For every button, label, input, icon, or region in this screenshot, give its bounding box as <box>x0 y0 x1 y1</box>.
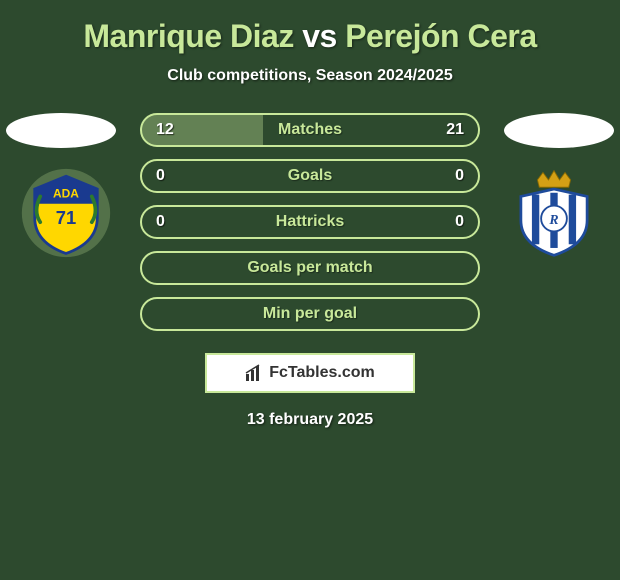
player-a-avatar <box>6 113 116 148</box>
comparison-title: Manrique Diaz vs Perejón Cera <box>0 18 620 55</box>
subtitle: Club competitions, Season 2024/2025 <box>0 67 620 85</box>
club-badge-right: R <box>508 167 600 259</box>
crest-icon: R <box>508 167 600 259</box>
club-badge-left: ADA 71 <box>20 167 112 259</box>
svg-text:71: 71 <box>56 207 76 228</box>
stat-row-goals-per-match: Goals per match <box>140 251 480 285</box>
stat-label: Matches <box>278 121 342 139</box>
stat-left-value: 12 <box>156 121 186 139</box>
shield-icon: ADA 71 <box>20 167 112 259</box>
brand-text: FcTables.com <box>269 364 375 382</box>
stat-row-goals: 0 Goals 0 <box>140 159 480 193</box>
main-area: ADA 71 R <box>0 113 620 429</box>
player-b-avatar <box>504 113 614 148</box>
stat-row-matches: 12 Matches 21 <box>140 113 480 147</box>
stat-rows: 12 Matches 21 0 Goals 0 0 Hattricks 0 Go… <box>140 113 480 331</box>
stat-right-value: 0 <box>434 213 464 231</box>
player-a-name: Manrique Diaz <box>83 18 293 54</box>
stat-right-value: 0 <box>434 167 464 185</box>
svg-text:R: R <box>548 212 558 227</box>
stat-right-value: 21 <box>434 121 464 139</box>
stat-left-value: 0 <box>156 167 186 185</box>
player-b-name: Perejón Cera <box>345 18 536 54</box>
infographic-root: Manrique Diaz vs Perejón Cera Club compe… <box>0 0 620 439</box>
stat-label: Min per goal <box>263 305 357 323</box>
stat-label: Goals <box>288 167 332 185</box>
date-text: 13 february 2025 <box>0 411 620 429</box>
brand-card: FcTables.com <box>205 353 415 393</box>
stat-label: Hattricks <box>276 213 344 231</box>
brand-logo: FcTables.com <box>245 364 375 382</box>
stat-left-value: 0 <box>156 213 186 231</box>
vs-label: vs <box>302 18 337 54</box>
stat-label: Goals per match <box>247 259 372 277</box>
svg-text:ADA: ADA <box>53 186 79 200</box>
stat-row-hattricks: 0 Hattricks 0 <box>140 205 480 239</box>
bars-icon <box>245 364 267 382</box>
stat-row-min-per-goal: Min per goal <box>140 297 480 331</box>
